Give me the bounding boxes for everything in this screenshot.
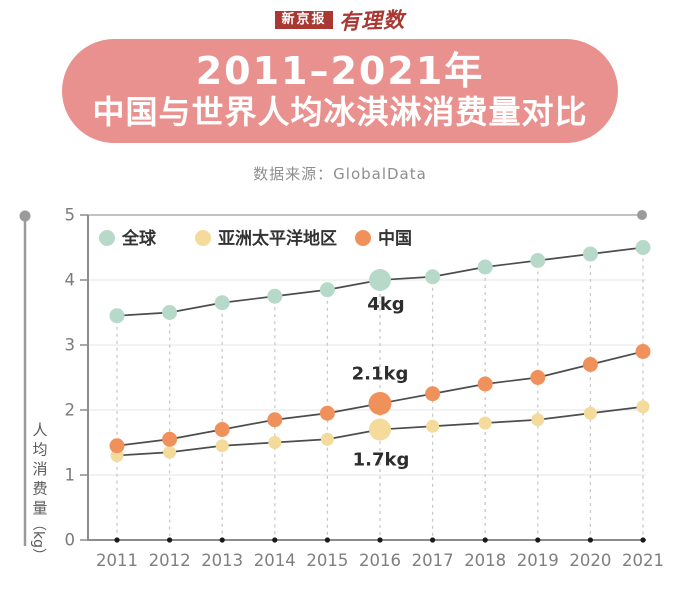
y-axis-title-unit: （kg） [30,517,46,562]
data-point [530,370,546,385]
x-tick-label: 2017 [412,551,454,570]
data-point [214,295,230,311]
x-tick-label: 2014 [254,551,296,570]
legend-label: 全球 [121,228,157,249]
data-point [368,392,392,415]
x-tick-dot [324,537,330,543]
data-point [477,376,493,392]
data-point [109,308,125,324]
data-point [320,432,334,446]
y-tick-label: 1 [65,466,76,485]
data-point [478,416,492,430]
y-axis-title-char: 消 [32,460,47,478]
data-point [369,418,391,441]
x-tick-dot [640,537,646,543]
x-tick-label: 2020 [569,551,611,570]
data-point [583,406,597,420]
annotation-label: 2.1kg [352,364,409,385]
title-banner: 2011–2021年 中国与世界人均冰淇淋消费量对比 [62,39,618,143]
x-tick-dot [430,537,436,543]
x-tick-dot [272,537,278,543]
x-tick-dot [482,537,488,543]
data-point [635,344,651,359]
data-point [267,288,283,304]
data-point [531,413,545,427]
x-tick-label: 2012 [149,551,191,570]
data-point [215,439,229,453]
data-point [425,269,441,285]
top-boundary-dot [637,210,647,220]
x-tick-dot [587,537,594,543]
data-point [268,436,282,449]
brand-logo-box: 新京报 [275,11,333,29]
data-point [163,445,177,459]
data-point [162,305,178,320]
data-point [319,405,335,421]
brand-logo-script: 有理数 [338,6,405,35]
data-point [635,240,651,255]
x-tick-label: 2016 [359,551,401,570]
legend-label: 亚洲太平洋地区 [218,228,337,249]
data-point [582,246,598,262]
x-tick-dot [114,537,120,543]
x-tick-label: 2019 [517,551,559,570]
title-main: 中国与世界人均冰淇淋消费量对比 [92,93,588,132]
data-point [530,253,546,268]
x-tick-label: 2011 [96,551,138,570]
data-point [636,400,650,414]
data-point [425,386,441,402]
legend-label: 中国 [378,228,412,249]
legend-swatch [99,230,115,246]
data-point [214,422,230,437]
annotation-label: 4kg [367,294,404,315]
y-axis-title-char: 费 [32,480,47,498]
y-tick-label: 3 [65,336,76,355]
data-source-label: 数据来源：GlobalData [253,165,427,183]
y-tick-label: 0 [65,531,76,550]
x-tick-dot [219,537,225,543]
data-point [369,269,391,291]
data-point [426,419,440,433]
data-point [267,412,283,428]
data-point [582,357,598,372]
x-tick-label: 2021 [622,551,664,570]
annotation-label: 1.7kg [353,450,410,471]
brand-logo: 新京报 有理数 [0,0,680,35]
x-tick-label: 2018 [464,551,506,570]
line-chart: 0 1 2 3 4 5 2011 2012 2013 2014 2015 2016 2017 2018 20… [19,206,664,570]
x-tick-dot [167,537,173,543]
data-point [319,282,335,298]
x-tick-dot [377,537,383,543]
x-tick-label: 2013 [201,551,243,570]
legend-swatch [355,230,371,246]
y-tick-label: 2 [65,401,76,420]
data-point [162,431,178,447]
x-tick-dot [535,537,541,543]
data-point [477,259,493,275]
data-point [109,438,125,454]
title-year-range: 2011–2021年 [195,48,485,93]
y-tick-label: 4 [65,271,76,290]
y-tick-label: 5 [65,206,76,225]
y-axis-pin-dot [19,210,31,222]
y-axis-title-char: 人 [32,421,47,439]
y-axis-title-char: 均 [32,441,47,459]
y-axis-title-char: 量 [32,499,47,517]
legend-swatch [195,230,211,246]
x-tick-label: 2015 [306,551,348,570]
